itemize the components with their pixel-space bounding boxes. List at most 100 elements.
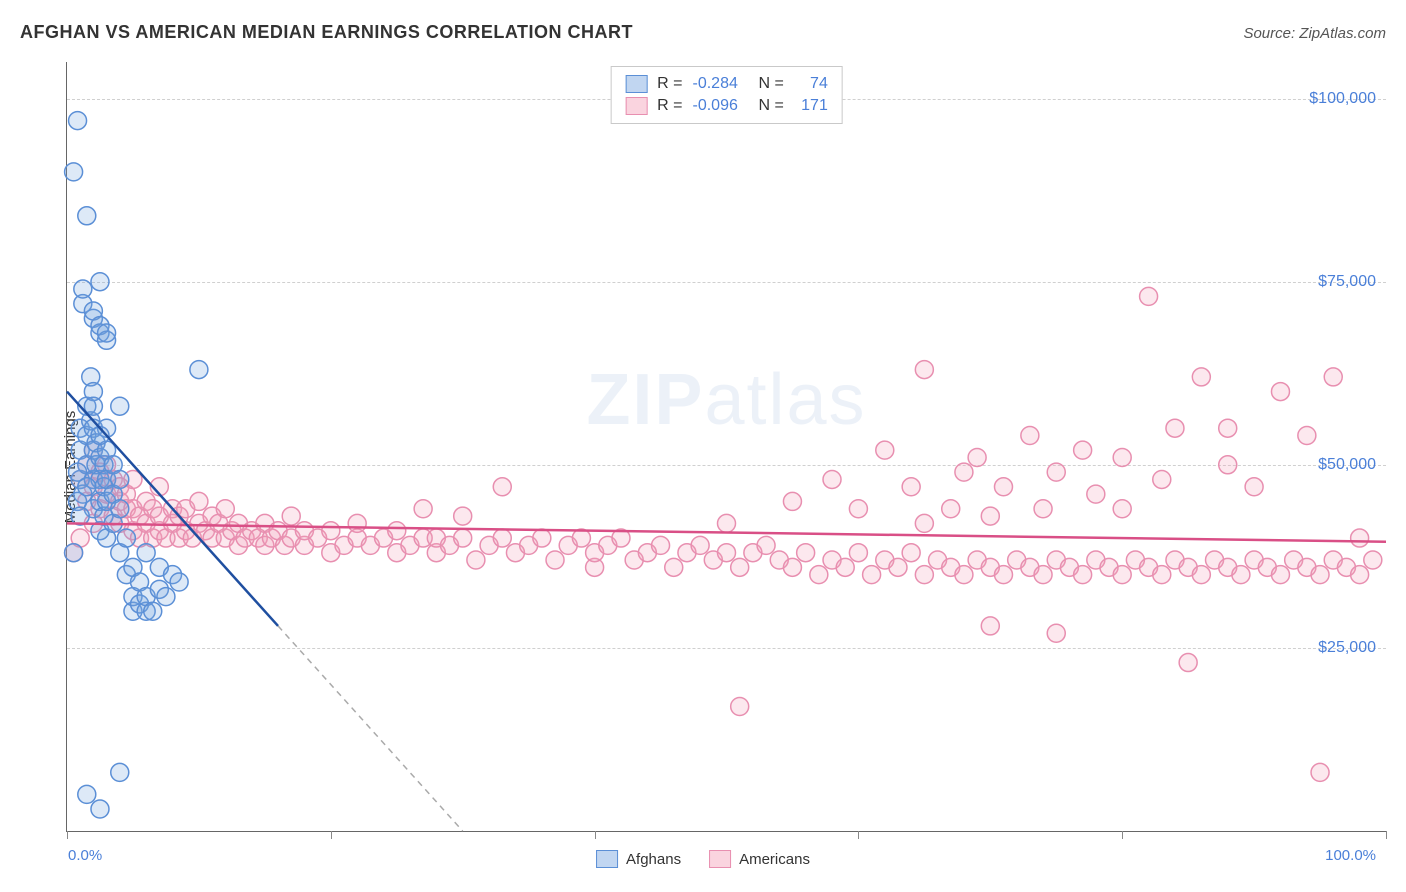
point-series2 <box>1219 456 1237 474</box>
bottom-legend: Afghans Americans <box>596 850 810 868</box>
point-series2 <box>863 566 881 584</box>
point-series2 <box>955 463 973 481</box>
point-series2 <box>718 514 736 532</box>
point-series1 <box>65 544 83 562</box>
point-series1 <box>117 529 135 547</box>
point-series2 <box>1219 419 1237 437</box>
swatch-series1 <box>625 75 647 93</box>
point-series2 <box>216 500 234 518</box>
point-series1 <box>170 573 188 591</box>
point-series2 <box>1047 463 1065 481</box>
point-series2 <box>823 470 841 488</box>
point-series2 <box>1298 427 1316 445</box>
point-series2 <box>493 478 511 496</box>
point-series2 <box>454 507 472 525</box>
point-series1 <box>91 273 109 291</box>
point-series2 <box>757 536 775 554</box>
chart-title: AFGHAN VS AMERICAN MEDIAN EARNINGS CORRE… <box>20 22 633 43</box>
point-series1 <box>74 280 92 298</box>
point-series1 <box>111 763 129 781</box>
swatch-series2 <box>625 97 647 115</box>
point-series2 <box>322 522 340 540</box>
point-series2 <box>348 514 366 532</box>
point-series2 <box>1153 566 1171 584</box>
x-tick <box>1386 831 1387 839</box>
point-series2 <box>1034 500 1052 518</box>
point-series2 <box>1192 566 1210 584</box>
point-series2 <box>665 558 683 576</box>
point-series2 <box>731 558 749 576</box>
point-series1 <box>69 112 87 130</box>
stats-row-series1: R = -0.284 N = 74 <box>625 73 828 95</box>
point-series2 <box>282 507 300 525</box>
point-series1 <box>78 478 96 496</box>
point-series1 <box>98 324 116 342</box>
point-series2 <box>1245 478 1263 496</box>
point-series2 <box>1351 566 1369 584</box>
point-series2 <box>849 544 867 562</box>
x-tick <box>331 831 332 839</box>
point-series2 <box>1113 500 1131 518</box>
point-series2 <box>902 544 920 562</box>
point-series2 <box>836 558 854 576</box>
point-series2 <box>1311 566 1329 584</box>
point-series2 <box>849 500 867 518</box>
point-series2 <box>1074 441 1092 459</box>
point-series1 <box>111 397 129 415</box>
point-series2 <box>190 492 208 510</box>
point-series2 <box>1311 763 1329 781</box>
scatter-svg <box>67 62 1386 831</box>
point-series2 <box>994 478 1012 496</box>
point-series2 <box>1021 427 1039 445</box>
point-series2 <box>1364 551 1382 569</box>
point-series2 <box>1140 287 1158 305</box>
point-series2 <box>1074 566 1092 584</box>
plot-area: ZIPatlas $25,000$50,000$75,000$100,000 R… <box>66 62 1386 832</box>
chart-container: Median Earnings ZIPatlas $25,000$50,000$… <box>20 62 1386 872</box>
legend-swatch-series1 <box>596 850 618 868</box>
x-tick <box>67 831 68 839</box>
point-series2 <box>546 551 564 569</box>
point-series2 <box>942 500 960 518</box>
point-series2 <box>994 566 1012 584</box>
legend-swatch-series2 <box>709 850 731 868</box>
point-series2 <box>1087 485 1105 503</box>
point-series1 <box>144 602 162 620</box>
source-label: Source: ZipAtlas.com <box>1243 25 1386 42</box>
point-series2 <box>1271 383 1289 401</box>
x-tick <box>595 831 596 839</box>
x-axis-min-label: 0.0% <box>68 847 102 864</box>
x-tick <box>858 831 859 839</box>
point-series2 <box>783 492 801 510</box>
point-series2 <box>731 697 749 715</box>
x-axis-max-label: 100.0% <box>1325 847 1376 864</box>
point-series2 <box>1153 470 1171 488</box>
x-tick <box>1122 831 1123 839</box>
stats-row-series2: R = -0.096 N = 171 <box>625 95 828 117</box>
point-series2 <box>810 566 828 584</box>
point-series2 <box>889 558 907 576</box>
point-series2 <box>902 478 920 496</box>
point-series2 <box>1324 368 1342 386</box>
legend-item-series1: Afghans <box>596 850 681 868</box>
point-series1 <box>157 588 175 606</box>
point-series2 <box>1166 419 1184 437</box>
point-series2 <box>915 361 933 379</box>
point-series1 <box>78 785 96 803</box>
point-series2 <box>1179 654 1197 672</box>
point-series2 <box>533 529 551 547</box>
point-series2 <box>1113 448 1131 466</box>
point-series2 <box>414 500 432 518</box>
point-series2 <box>1034 566 1052 584</box>
point-series2 <box>981 617 999 635</box>
point-series1 <box>65 163 83 181</box>
point-series2 <box>454 529 472 547</box>
point-series2 <box>1232 566 1250 584</box>
point-series2 <box>1047 624 1065 642</box>
point-series2 <box>1192 368 1210 386</box>
point-series1 <box>111 470 129 488</box>
point-series2 <box>1271 566 1289 584</box>
trendline-series1-extrapolated <box>278 626 463 831</box>
point-series2 <box>955 566 973 584</box>
point-series2 <box>1113 566 1131 584</box>
